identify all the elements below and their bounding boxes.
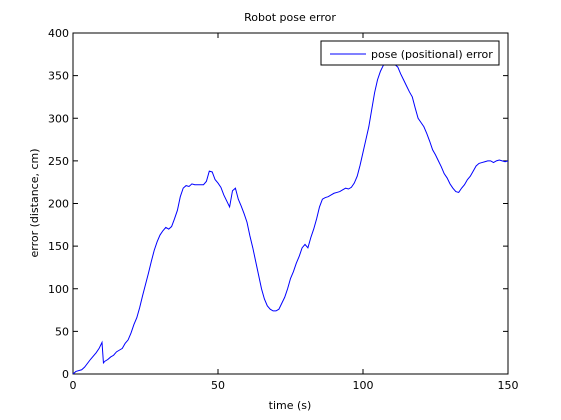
y-tick-label: 100 <box>48 283 69 296</box>
y-tick-label: 0 <box>62 368 69 381</box>
plot-area <box>73 33 508 374</box>
y-tick-label: 300 <box>48 112 69 125</box>
legend-label: pose (positional) error <box>371 48 493 61</box>
legend: pose (positional) error <box>321 41 499 65</box>
y-axis-label: error (distance, cm) <box>28 148 41 257</box>
x-tick-label: 50 <box>211 379 225 392</box>
x-tick-label: 0 <box>70 379 77 392</box>
y-tick-label: 50 <box>55 325 69 338</box>
y-tick-label: 350 <box>48 70 69 83</box>
x-tick-label: 150 <box>498 379 519 392</box>
y-tick-label: 400 <box>48 27 69 40</box>
y-tick-label: 200 <box>48 198 69 211</box>
y-tick-label: 250 <box>48 155 69 168</box>
x-axis-label: time (s) <box>269 399 312 412</box>
y-tick-label: 150 <box>48 240 69 253</box>
chart-title: Robot pose error <box>244 11 336 24</box>
x-tick-label: 100 <box>353 379 374 392</box>
